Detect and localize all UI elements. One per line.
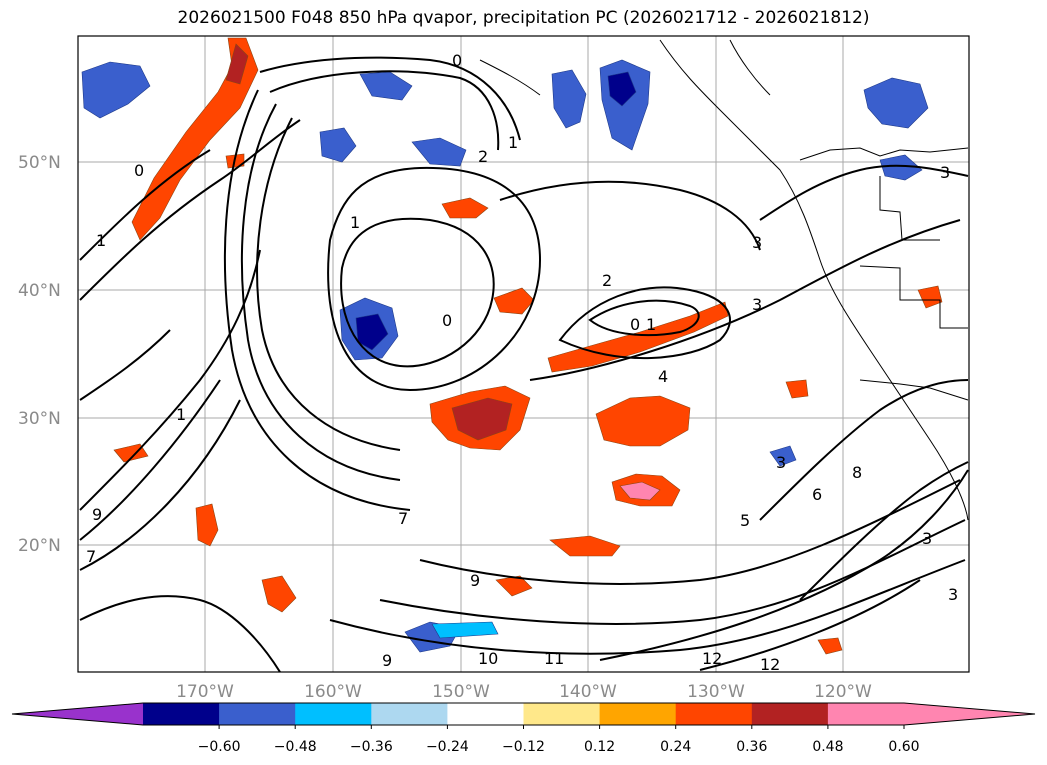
lon-label-120w: 120°W (814, 682, 872, 702)
colorbar-tick-label: −0.12 (502, 739, 545, 755)
colorbar-tick-label: −0.24 (426, 739, 469, 755)
contour-label: 9 (382, 651, 392, 670)
lat-label-30n: 30°N (18, 409, 61, 429)
colorbar-bin (143, 703, 220, 725)
contour-label: 0 (134, 161, 144, 180)
contour-label: 3 (948, 585, 958, 604)
contour-label: 5 (740, 511, 750, 530)
contour-label: 3 (752, 295, 762, 314)
contour-labels: 0 1 2 1 0 2 3 0 1 4 3 6 8 9 7 10 9 11 12… (86, 51, 958, 674)
map-title: 2026021500 F048 850 hPa qvapor, precipit… (177, 8, 870, 28)
lon-label-130w: 130°W (687, 682, 745, 702)
colorbar-tick-label: 0.24 (660, 739, 691, 755)
contour-label: 3 (776, 453, 786, 472)
contour-label: 7 (86, 547, 96, 566)
lat-label-20n: 20°N (18, 536, 61, 556)
map-panel (78, 36, 969, 672)
contour-label: 1 (350, 213, 360, 232)
colorbar-bin (523, 703, 601, 725)
lat-label-40n: 40°N (18, 281, 61, 301)
colorbar-bin (371, 703, 448, 725)
contour-label: 4 (658, 367, 668, 386)
contour-label: 7 (398, 509, 408, 528)
colorbar-bin (827, 703, 905, 725)
contour-label: 3 (940, 163, 950, 182)
lon-label-160w: 160°W (304, 682, 362, 702)
latitude-labels: 50°N 40°N 30°N 20°N (18, 153, 61, 556)
contour-label: 8 (852, 463, 862, 482)
contour-label: 0 (452, 51, 462, 70)
qvapor-contours (79, 56, 969, 672)
colorbar-over-extension (904, 703, 1035, 725)
colorbar-bin (447, 703, 524, 725)
contour-label: 2 (478, 147, 488, 166)
colorbar-tick-label: 0.60 (888, 739, 919, 755)
contour-label: 1 (508, 133, 518, 152)
positive-anomaly-regions (113, 37, 943, 655)
colorbar-bin (219, 703, 296, 725)
contour-label: 12 (760, 655, 780, 674)
colorbar-bin (295, 703, 372, 725)
contour-label: 0 (630, 315, 640, 334)
contour-label: 12 (702, 649, 722, 668)
contour-label: 1 (176, 405, 186, 424)
colorbar-bin (599, 703, 677, 725)
contour-label: 3 (922, 529, 932, 548)
contour-label: 9 (92, 505, 102, 524)
contour-label: 6 (812, 485, 822, 504)
lon-label-150w: 150°W (432, 682, 490, 702)
contour-label: 1 (96, 231, 106, 250)
colorbar-tick-label: −0.36 (350, 739, 393, 755)
colorbar-bin (751, 703, 829, 725)
contour-label: 0 (442, 311, 452, 330)
map-border (77, 35, 970, 673)
contour-label: 3 (752, 233, 762, 252)
lon-label-140w: 140°W (559, 682, 617, 702)
contour-label: 2 (602, 271, 612, 290)
negative-anomaly-regions (81, 59, 929, 653)
colorbar-bin (675, 703, 753, 725)
colorbar-tick-label: 0.12 (584, 739, 615, 755)
contour-label: 9 (470, 571, 480, 590)
longitude-labels: 170°W 160°W 150°W 140°W 130°W 120°W (176, 682, 872, 702)
colorbar-tick-label: 0.36 (736, 739, 767, 755)
colorbar-tick-label: −0.48 (274, 739, 317, 755)
colorbar-tick-label: 0.48 (812, 739, 843, 755)
coastlines (479, 39, 969, 521)
contour-label: 11 (544, 649, 564, 668)
lat-label-50n: 50°N (18, 153, 61, 173)
lon-label-170w: 170°W (176, 682, 234, 702)
colorbar-outline (11, 702, 1036, 726)
colorbar-under-extension (12, 703, 143, 725)
colorbar-tick-label: −0.60 (198, 739, 241, 755)
contour-label: 1 (646, 315, 656, 334)
colorbar: −0.60 −0.48 −0.36 −0.24 −0.12 0.12 0.24 0.36 0.4… (11, 702, 1036, 755)
contour-label: 10 (478, 649, 498, 668)
